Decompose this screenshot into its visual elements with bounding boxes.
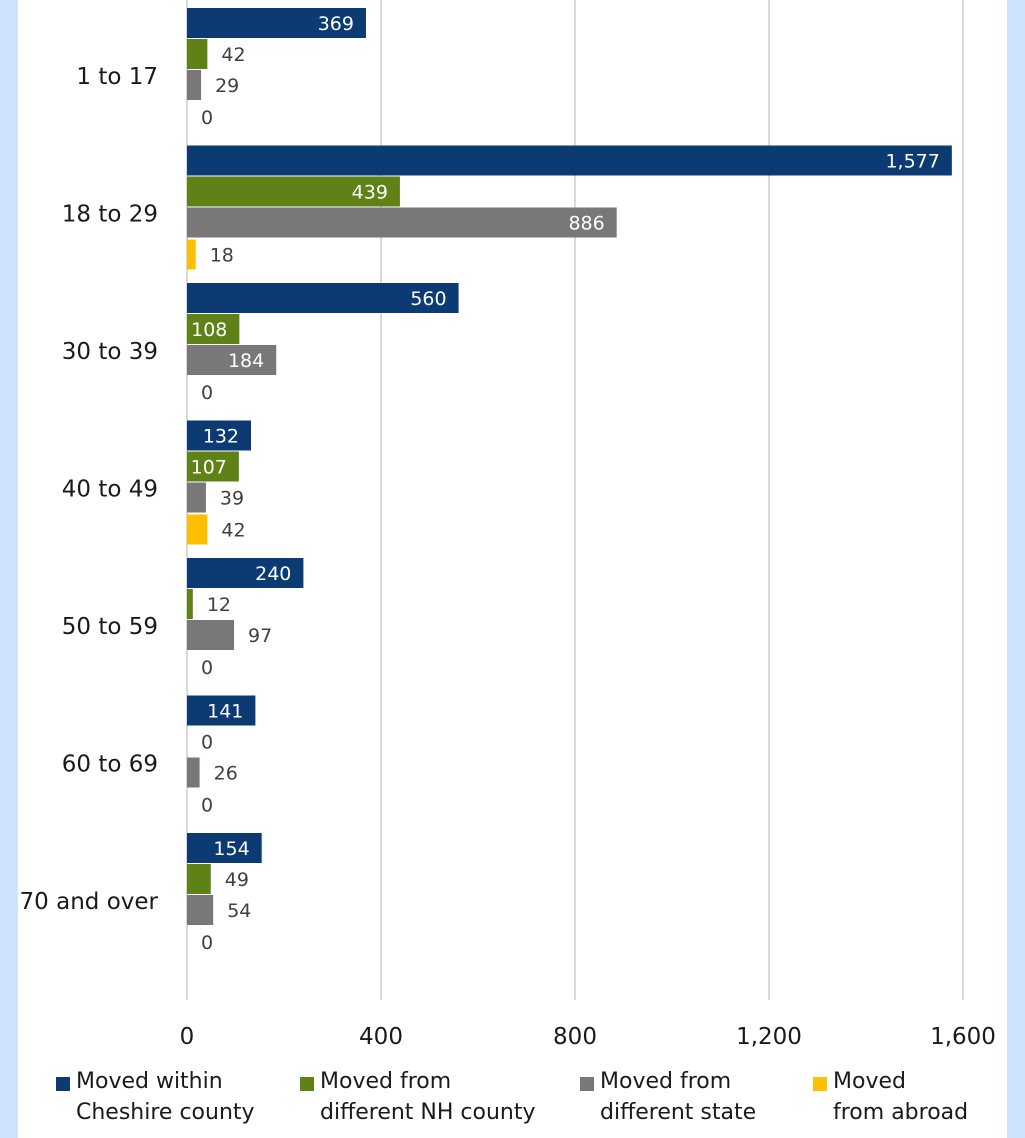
bar-within <box>187 8 366 38</box>
data-label-state: 54 <box>227 900 251 922</box>
data-label-state: 26 <box>214 763 238 785</box>
bar-nh-county <box>187 451 239 482</box>
legend-label-abroad: Moved from abroad <box>833 1069 969 1125</box>
bar-abroad <box>187 514 208 545</box>
legend-item-state: Moved from different state <box>580 1066 756 1128</box>
legend-label-state: Moved from different state <box>600 1069 757 1125</box>
data-label-state: 97 <box>248 625 272 647</box>
data-label-abroad: 42 <box>221 520 245 542</box>
data-label-nh-county: 0 <box>201 732 213 754</box>
legend-label-nh-county: Moved from different NH county <box>320 1069 536 1125</box>
bar-nh-county <box>187 589 193 619</box>
right-border <box>1007 0 1025 1138</box>
data-label-abroad: 0 <box>201 382 213 404</box>
bar-nh-county <box>187 314 240 344</box>
data-label-within: 560 <box>410 288 446 310</box>
bar-state <box>187 345 277 375</box>
bars <box>187 8 952 925</box>
bar-within <box>187 420 252 451</box>
legend: Moved within Cheshire county Moved from … <box>56 1066 996 1136</box>
data-label-abroad: 18 <box>210 245 234 267</box>
data-label-state: 39 <box>220 488 244 510</box>
category-label: 1 to 17 <box>76 64 158 90</box>
data-label-within: 132 <box>203 426 239 448</box>
x-tick-label: 1,200 <box>736 1024 802 1050</box>
data-label-nh-county: 49 <box>225 869 249 891</box>
data-label-state: 29 <box>215 75 239 97</box>
x-tick-label: 800 <box>553 1024 597 1050</box>
bar-state <box>187 757 200 788</box>
bar-within <box>187 145 952 176</box>
data-label-nh-county: 12 <box>207 594 231 616</box>
bar-within <box>187 283 459 313</box>
left-border <box>0 0 18 1138</box>
data-label-abroad: 0 <box>201 932 213 954</box>
legend-swatch-nh-county <box>300 1077 314 1091</box>
bar-chart: 369422901,577439886185601081840132107394… <box>20 0 996 1050</box>
category-label: 40 to 49 <box>62 477 158 503</box>
value-axis: 0 400 800 1,200 1,600 <box>180 1024 996 1050</box>
data-label-nh-county: 107 <box>191 457 227 479</box>
bar-state <box>187 620 235 650</box>
bar-within <box>187 558 304 588</box>
data-label-state: 184 <box>228 350 264 372</box>
data-label-within: 1,577 <box>885 151 939 173</box>
data-label-state: 886 <box>568 213 604 235</box>
data-label-abroad: 0 <box>201 795 213 817</box>
bar-within <box>187 695 256 726</box>
bar-within <box>187 833 262 863</box>
data-label-abroad: 0 <box>201 107 213 129</box>
category-label: 50 to 59 <box>62 614 158 640</box>
data-label-within: 369 <box>318 13 354 35</box>
legend-swatch-state <box>580 1077 594 1091</box>
category-label: 60 to 69 <box>62 752 158 778</box>
data-labels: 369422901,577439886185601081840132107394… <box>191 13 940 954</box>
bar-state <box>187 482 206 513</box>
x-tick-label: 1,600 <box>930 1024 996 1050</box>
bar-nh-county <box>187 176 400 207</box>
x-tick-label: 400 <box>359 1024 403 1050</box>
data-label-nh-county: 108 <box>191 319 227 341</box>
bar-state <box>187 70 202 100</box>
legend-swatch-within <box>56 1077 70 1091</box>
data-label-within: 240 <box>255 563 291 585</box>
bar-state <box>187 895 214 925</box>
legend-item-abroad: Moved from abroad <box>813 1066 968 1128</box>
data-label-nh-county: 42 <box>221 44 245 66</box>
legend-item-nh-county: Moved from different NH county <box>300 1066 536 1128</box>
bar-state <box>187 207 617 238</box>
data-label-within: 141 <box>207 701 243 723</box>
data-label-within: 154 <box>213 838 249 860</box>
category-axis: 1 to 17 18 to 29 30 to 39 40 to 49 50 to 59 6… <box>20 64 159 915</box>
data-label-nh-county: 439 <box>352 182 388 204</box>
bar-nh-county <box>187 864 211 894</box>
legend-label-within: Moved within Cheshire county <box>76 1069 255 1125</box>
legend-swatch-abroad <box>813 1077 827 1091</box>
legend-item-within: Moved within Cheshire county <box>56 1066 255 1128</box>
category-label: 70 and over <box>20 889 159 915</box>
category-label: 18 to 29 <box>62 202 158 228</box>
bar-abroad <box>187 239 196 270</box>
x-tick-label: 0 <box>180 1024 195 1050</box>
category-label: 30 to 39 <box>62 339 158 365</box>
bar-nh-county <box>187 39 208 69</box>
data-label-abroad: 0 <box>201 657 213 679</box>
